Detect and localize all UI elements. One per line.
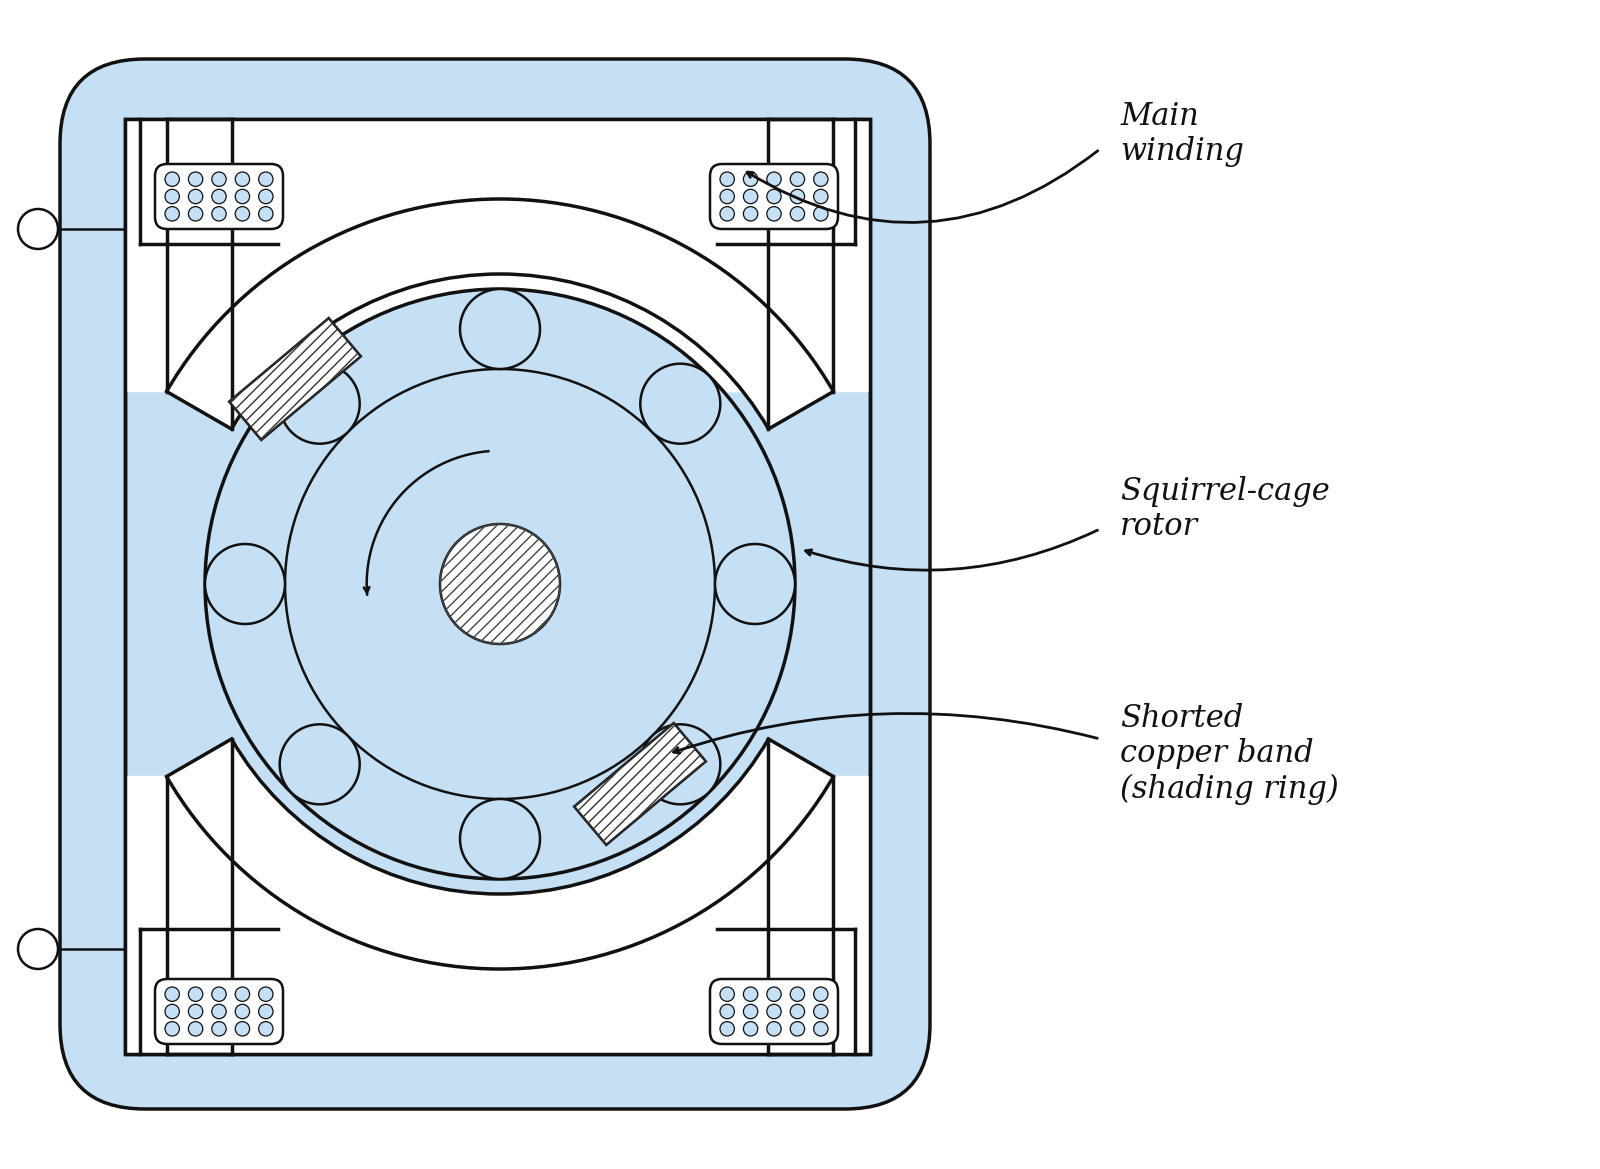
Circle shape <box>211 172 226 186</box>
Circle shape <box>189 1004 203 1018</box>
Circle shape <box>720 189 734 203</box>
Circle shape <box>235 1004 250 1018</box>
Polygon shape <box>229 318 362 440</box>
Polygon shape <box>125 119 834 392</box>
Circle shape <box>790 1004 805 1018</box>
Circle shape <box>720 1022 734 1036</box>
Polygon shape <box>125 119 870 392</box>
Circle shape <box>744 1004 758 1018</box>
Circle shape <box>814 207 829 221</box>
Circle shape <box>235 172 250 186</box>
FancyBboxPatch shape <box>710 978 838 1044</box>
Circle shape <box>766 1022 781 1036</box>
Circle shape <box>790 189 805 203</box>
Circle shape <box>814 987 829 1002</box>
Circle shape <box>814 1022 829 1036</box>
FancyBboxPatch shape <box>125 119 870 1054</box>
Circle shape <box>165 189 179 203</box>
Circle shape <box>814 189 829 203</box>
Circle shape <box>259 1022 274 1036</box>
Circle shape <box>766 172 781 186</box>
Text: Shorted
copper band
(shading ring): Shorted copper band (shading ring) <box>1120 703 1339 805</box>
Circle shape <box>280 364 360 444</box>
Circle shape <box>235 207 250 221</box>
Circle shape <box>720 1004 734 1018</box>
Circle shape <box>259 207 274 221</box>
FancyBboxPatch shape <box>710 164 838 229</box>
Circle shape <box>766 1004 781 1018</box>
Circle shape <box>744 172 758 186</box>
Circle shape <box>165 987 179 1002</box>
Circle shape <box>259 189 274 203</box>
Circle shape <box>640 725 720 804</box>
Circle shape <box>280 725 360 804</box>
FancyBboxPatch shape <box>61 58 930 1109</box>
Circle shape <box>790 172 805 186</box>
Polygon shape <box>166 739 834 969</box>
Circle shape <box>461 289 541 369</box>
Circle shape <box>235 1022 250 1036</box>
Circle shape <box>766 189 781 203</box>
Circle shape <box>18 209 58 249</box>
Circle shape <box>165 207 179 221</box>
Circle shape <box>211 189 226 203</box>
Circle shape <box>744 189 758 203</box>
Circle shape <box>640 364 720 444</box>
Circle shape <box>235 189 250 203</box>
Circle shape <box>814 1004 829 1018</box>
Circle shape <box>205 289 795 879</box>
Circle shape <box>744 207 758 221</box>
Circle shape <box>189 172 203 186</box>
FancyBboxPatch shape <box>155 978 283 1044</box>
Polygon shape <box>166 199 834 429</box>
Circle shape <box>189 987 203 1002</box>
Text: Squirrel-cage
rotor: Squirrel-cage rotor <box>1120 476 1330 542</box>
Circle shape <box>720 987 734 1002</box>
Circle shape <box>259 1004 274 1018</box>
Circle shape <box>211 987 226 1002</box>
Circle shape <box>205 544 285 624</box>
Circle shape <box>18 929 58 969</box>
Circle shape <box>189 189 203 203</box>
Circle shape <box>165 1022 179 1036</box>
Circle shape <box>744 987 758 1002</box>
Polygon shape <box>166 119 870 392</box>
Circle shape <box>790 207 805 221</box>
Polygon shape <box>574 724 706 845</box>
Circle shape <box>461 798 541 879</box>
Circle shape <box>720 172 734 186</box>
Circle shape <box>211 1022 226 1036</box>
Circle shape <box>285 369 715 798</box>
Circle shape <box>165 172 179 186</box>
Circle shape <box>211 207 226 221</box>
Circle shape <box>766 207 781 221</box>
Circle shape <box>211 1004 226 1018</box>
Circle shape <box>720 207 734 221</box>
Circle shape <box>440 524 560 644</box>
Circle shape <box>259 987 274 1002</box>
Circle shape <box>189 207 203 221</box>
FancyBboxPatch shape <box>155 164 283 229</box>
Circle shape <box>165 1004 179 1018</box>
Circle shape <box>790 987 805 1002</box>
Circle shape <box>790 1022 805 1036</box>
Circle shape <box>744 1022 758 1036</box>
Circle shape <box>766 987 781 1002</box>
Text: Main
winding: Main winding <box>1120 101 1243 167</box>
Circle shape <box>259 172 274 186</box>
Circle shape <box>814 172 829 186</box>
Circle shape <box>715 544 795 624</box>
Circle shape <box>189 1022 203 1036</box>
Polygon shape <box>125 776 870 1054</box>
Circle shape <box>235 987 250 1002</box>
